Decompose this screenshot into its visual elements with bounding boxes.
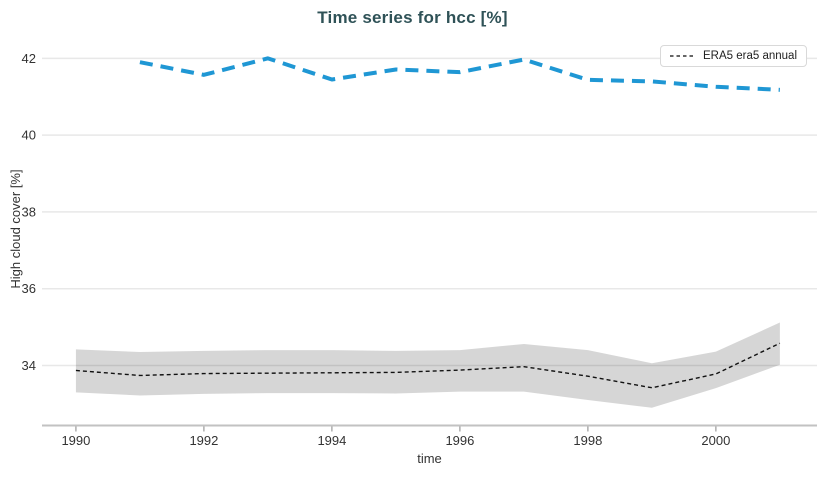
legend-item-label: ERA5 era5 annual bbox=[703, 50, 797, 62]
series-line-0[interactable] bbox=[139, 56, 780, 92]
y-tick-label: 38 bbox=[22, 204, 36, 219]
x-axis: 1990 1992 1994 1996 1998 2000 bbox=[42, 424, 817, 448]
x-tick-label: 1990 bbox=[61, 433, 90, 448]
x-tick-label: 2000 bbox=[701, 433, 730, 448]
x-tick-label: 1998 bbox=[573, 433, 602, 448]
series-line-1[interactable] bbox=[75, 342, 781, 389]
x-tick-label: 1994 bbox=[317, 433, 346, 448]
chart-title: Time series for hcc [%] bbox=[317, 8, 508, 27]
x-tick-label: 1996 bbox=[445, 433, 474, 448]
x-tick-label: 1992 bbox=[189, 433, 218, 448]
y-tick-label: 40 bbox=[22, 128, 36, 143]
y-axis-title: High cloud cover [%] bbox=[8, 169, 23, 289]
y-tick-label: 42 bbox=[22, 51, 36, 66]
uncertainty-band bbox=[75, 322, 780, 408]
legend-dashed-line-icon bbox=[670, 55, 696, 57]
y-tick-label: 34 bbox=[22, 358, 36, 373]
gridlines: 34 36 38 40 42 bbox=[22, 51, 817, 373]
legend[interactable]: ERA5 era5 annual bbox=[660, 45, 807, 67]
x-axis-title: time bbox=[417, 451, 442, 466]
y-tick-label: 36 bbox=[22, 281, 36, 296]
